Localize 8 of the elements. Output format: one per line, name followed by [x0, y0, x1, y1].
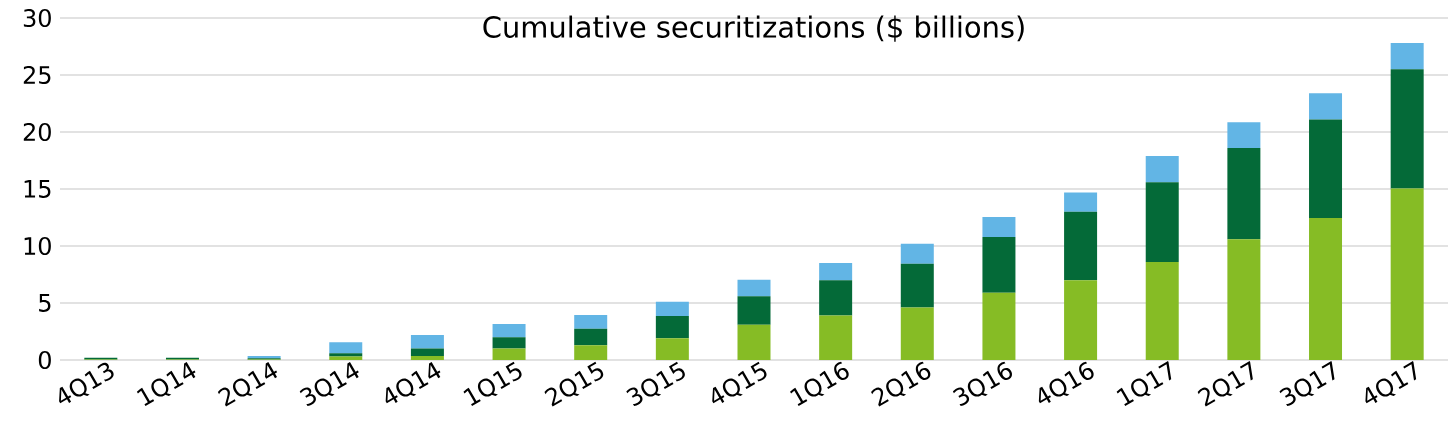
y-tick-label: 25	[23, 65, 51, 85]
y-tick-label: 30	[23, 8, 51, 28]
y-tick-label: 15	[24, 180, 51, 198]
y-tick-label: 0	[38, 350, 51, 370]
y-tick-label: 5	[39, 294, 51, 312]
y-tick-label: 10	[24, 236, 51, 256]
chart-title: Cumulative securitizations ($ billions)	[483, 15, 1024, 42]
y-tick-label: 20	[23, 122, 51, 142]
